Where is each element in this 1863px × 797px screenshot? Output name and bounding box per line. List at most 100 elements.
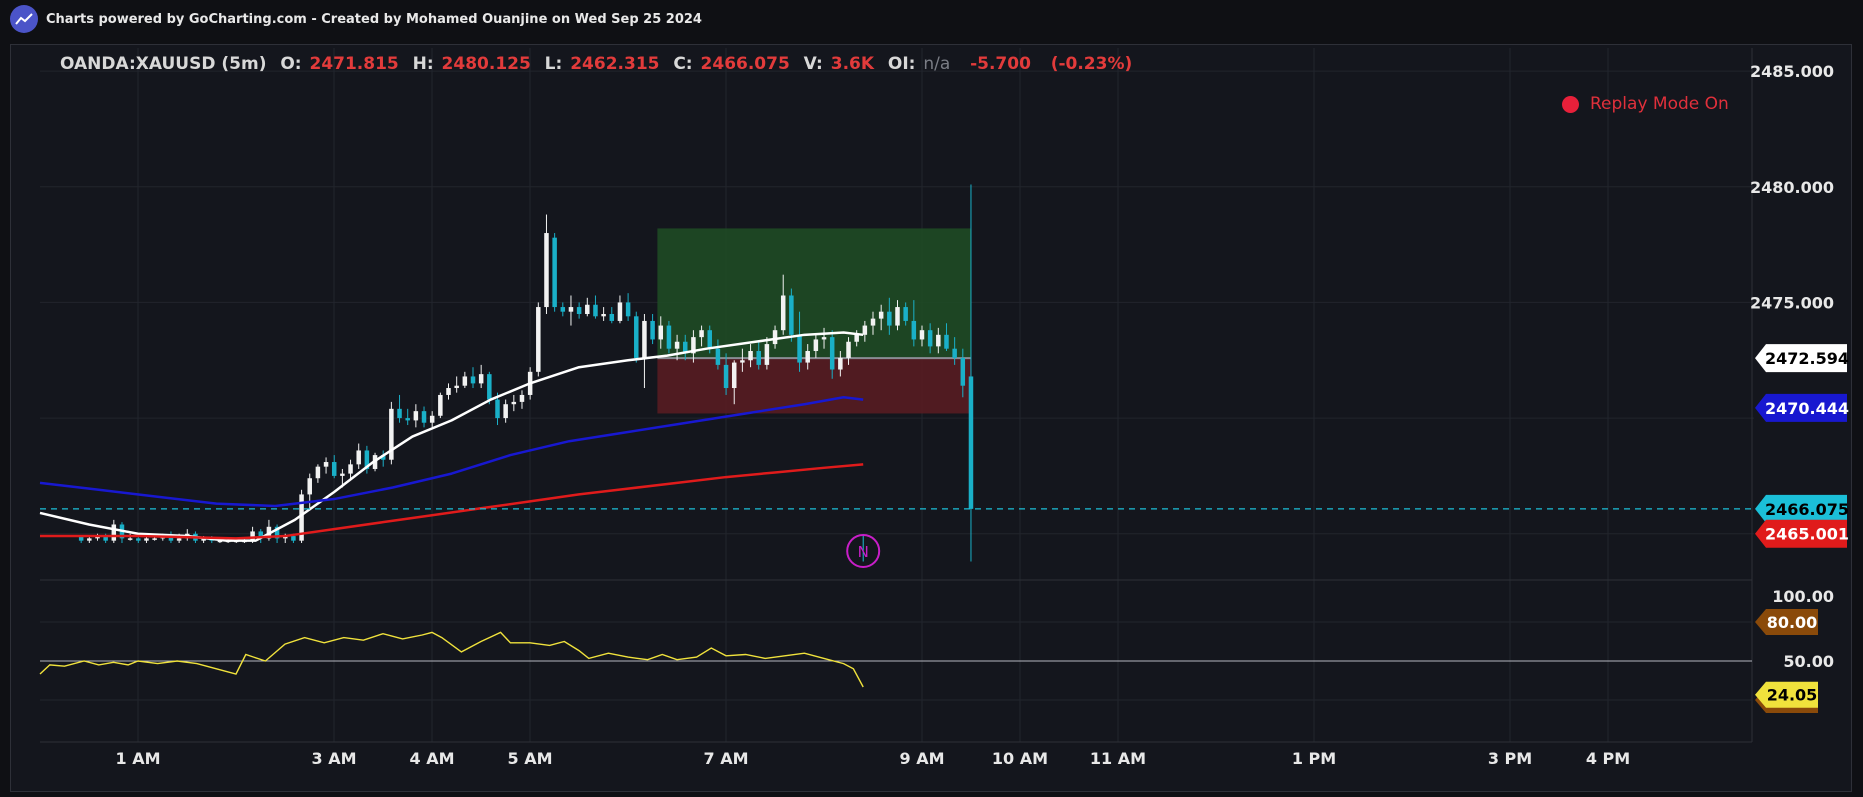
symbol-label[interactable]: OANDA:XAUUSD (5m) [60, 54, 267, 74]
candle[interactable] [838, 351, 843, 377]
candle[interactable] [658, 316, 664, 349]
candle[interactable] [674, 334, 680, 361]
candle[interactable] [536, 302, 541, 377]
candle[interactable] [560, 302, 566, 317]
candle[interactable] [634, 311, 639, 363]
candle[interactable] [650, 314, 655, 345]
rsi-level-tag[interactable]: 24.05 [1755, 681, 1818, 708]
candle[interactable] [797, 311, 802, 372]
candle[interactable] [887, 297, 892, 335]
candle[interactable] [421, 406, 427, 428]
change-percent: (-0.23%) [1050, 54, 1133, 74]
candle[interactable] [617, 295, 623, 324]
candle[interactable] [380, 450, 386, 467]
event-marker-circle[interactable] [846, 534, 881, 568]
candle[interactable] [642, 314, 647, 389]
time-axis[interactable]: 1 AM 3 AM 4 AM 5 AM 7 AM 9 AM 10 AM 11 AM 1 PM 3 … [40, 741, 1752, 768]
candle[interactable] [936, 327, 941, 354]
candle[interactable] [740, 348, 745, 372]
price-tag-shape [1755, 393, 1847, 422]
candle[interactable] [919, 325, 925, 347]
candle[interactable] [503, 399, 508, 423]
moving-average-red[interactable] [40, 463, 864, 540]
candle[interactable] [585, 297, 590, 317]
candle[interactable] [699, 325, 704, 347]
candle[interactable] [364, 445, 370, 474]
candle[interactable] [756, 341, 761, 370]
candle[interactable] [601, 307, 606, 321]
candle[interactable] [895, 300, 900, 331]
candle[interactable] [274, 524, 280, 543]
candle[interactable] [511, 394, 517, 412]
candle[interactable] [462, 371, 468, 389]
candle[interactable] [625, 293, 631, 321]
candle[interactable] [748, 344, 753, 368]
candle-body [723, 364, 729, 389]
candle[interactable] [927, 323, 933, 354]
candle[interactable] [772, 325, 778, 349]
rsi-line[interactable] [39, 631, 864, 688]
candle[interactable] [805, 344, 810, 370]
candle[interactable] [111, 519, 117, 543]
candle[interactable] [470, 367, 476, 389]
candle[interactable] [413, 404, 419, 428]
candle[interactable] [323, 457, 329, 474]
candle[interactable] [789, 288, 794, 342]
candle[interactable] [862, 320, 868, 342]
candle[interactable] [519, 390, 525, 409]
candle[interactable] [878, 304, 884, 331]
candle[interactable] [487, 371, 492, 405]
price-tag[interactable]: 2465.001 [1755, 519, 1849, 548]
candle[interactable] [829, 330, 835, 379]
candle[interactable] [715, 339, 721, 370]
candle[interactable] [119, 522, 125, 543]
candle[interactable] [731, 360, 737, 405]
candle[interactable] [446, 383, 451, 400]
candle[interactable] [846, 337, 851, 365]
candle[interactable] [821, 327, 827, 349]
candle[interactable] [389, 401, 394, 465]
candle[interactable] [593, 295, 598, 319]
candle[interactable] [609, 307, 615, 324]
candle[interactable] [405, 408, 410, 426]
candle[interactable] [683, 334, 688, 361]
moving-average-blue[interactable] [39, 396, 864, 508]
price-tag[interactable]: 2466.075 [1755, 494, 1849, 523]
candle[interactable] [764, 337, 770, 370]
price-tag[interactable]: 2470.444 [1755, 393, 1849, 422]
candle[interactable] [478, 364, 484, 389]
candle[interactable] [331, 455, 337, 479]
candle[interactable] [960, 348, 966, 398]
candle[interactable] [691, 330, 696, 363]
replay-mode-indicator[interactable]: Replay Mode On [1562, 94, 1729, 114]
candle[interactable] [944, 323, 949, 352]
candle[interactable] [568, 295, 574, 326]
candle-body [707, 330, 712, 349]
candle[interactable] [723, 353, 729, 395]
candle[interactable] [968, 184, 974, 562]
candle[interactable] [348, 459, 353, 481]
candle[interactable] [952, 337, 957, 365]
price-tag[interactable]: 2472.594 [1755, 344, 1849, 373]
candle[interactable] [666, 320, 672, 354]
rsi-level-tag[interactable]: 80.00 [1755, 609, 1818, 635]
candle[interactable] [315, 464, 321, 483]
candle[interactable] [429, 411, 435, 428]
candle[interactable] [356, 443, 361, 469]
candle[interactable] [438, 392, 443, 419]
candle[interactable] [544, 214, 549, 314]
candle[interactable] [813, 334, 819, 358]
candle[interactable] [552, 233, 557, 312]
stop-loss-zone[interactable] [657, 358, 971, 414]
candle[interactable] [903, 302, 908, 326]
price-axis[interactable]: 2485.000 2480.000 2475.000 2472.594 2470.444… [1750, 62, 1849, 548]
candle[interactable] [454, 376, 459, 393]
position-tool[interactable] [657, 228, 971, 414]
candle[interactable] [397, 394, 402, 423]
candle[interactable] [307, 473, 312, 511]
candle[interactable] [911, 300, 917, 347]
candle[interactable] [576, 302, 582, 319]
candle[interactable] [870, 311, 876, 335]
candle[interactable] [780, 274, 786, 335]
